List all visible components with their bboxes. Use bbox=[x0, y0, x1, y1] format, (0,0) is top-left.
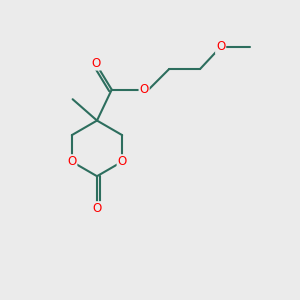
Text: O: O bbox=[216, 40, 225, 53]
Text: O: O bbox=[91, 57, 100, 70]
Text: O: O bbox=[67, 155, 76, 168]
Text: O: O bbox=[92, 202, 102, 215]
Text: O: O bbox=[118, 155, 127, 168]
Text: O: O bbox=[140, 83, 149, 96]
